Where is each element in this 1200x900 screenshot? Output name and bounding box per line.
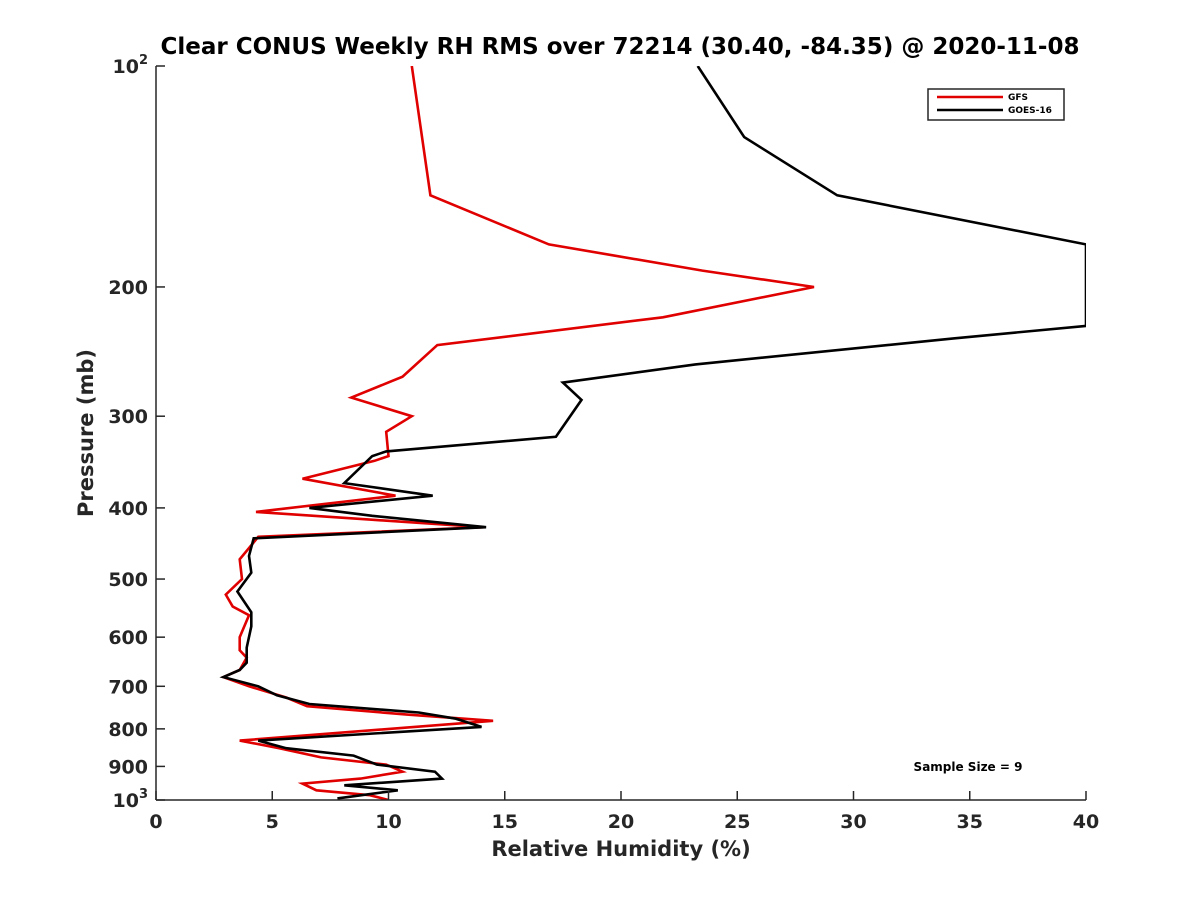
y-tick-label: 400 xyxy=(108,498,148,520)
y-axis-label: Pressure (mb) xyxy=(74,349,98,517)
x-tick-label: 20 xyxy=(608,811,634,833)
y-tick-label: 600 xyxy=(108,627,148,649)
x-tick-label: 35 xyxy=(957,811,983,833)
y-tick-label: 200 xyxy=(108,277,148,299)
legend-label: GOES-16 xyxy=(1008,106,1052,116)
y-tick-label: 800 xyxy=(108,719,148,741)
x-tick-label: 10 xyxy=(375,811,401,833)
x-tick-label: 0 xyxy=(149,811,162,833)
x-tick-label: 30 xyxy=(840,811,866,833)
chart-title: Clear CONUS Weekly RH RMS over 72214 (30… xyxy=(161,34,1080,60)
y-tick-label: 102 xyxy=(113,53,149,78)
y-tick-label: 900 xyxy=(108,756,148,778)
x-tick-label: 40 xyxy=(1073,811,1099,833)
sample-size-annotation: Sample Size = 9 xyxy=(914,760,1023,774)
y-tick-label: 103 xyxy=(113,787,149,812)
legend-box xyxy=(927,88,1065,121)
series-line-gfs xyxy=(219,66,815,800)
y-tick-label: 700 xyxy=(108,676,148,698)
x-tick-label: 5 xyxy=(266,811,279,833)
legend: GFS GOES-16 xyxy=(927,88,1065,121)
x-tick-label: 15 xyxy=(492,811,518,833)
y-tick-label: 300 xyxy=(108,406,148,428)
series-line-goes-16 xyxy=(219,66,1086,800)
x-tick-label: 25 xyxy=(724,811,750,833)
y-tick-label: 500 xyxy=(108,569,148,591)
x-axis-label: Relative Humidity (%) xyxy=(491,837,750,861)
legend-label: GFS xyxy=(1008,93,1028,103)
plot-area xyxy=(156,66,1086,800)
